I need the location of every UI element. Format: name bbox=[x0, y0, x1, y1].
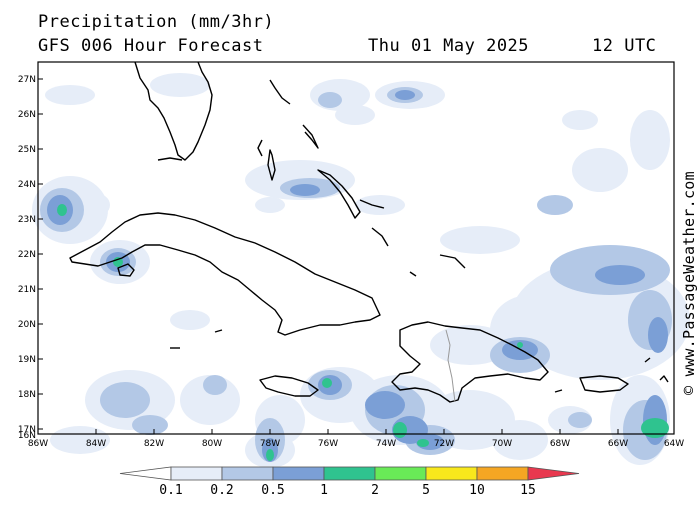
colorbar-labels: 0.1 0.2 0.5 1 2 5 10 15 bbox=[159, 483, 536, 498]
longitude-ticks bbox=[95, 429, 619, 434]
precipitation-colorbar bbox=[119, 466, 580, 481]
lon-label: 78W bbox=[260, 439, 280, 449]
latitude-ticks bbox=[38, 78, 43, 430]
colorbar-swatch bbox=[170, 466, 223, 481]
longitude-labels: 86W 84W 82W 80W 78W 76W 74W 72W 70W 68W … bbox=[28, 439, 684, 449]
latitude-labels: 27N 26N 25N 24N 23N 22N 21N 20N 19N 18N … bbox=[18, 75, 36, 441]
colorbar-swatch bbox=[323, 466, 376, 481]
forecast-model: GFS 006 Hour Forecast bbox=[38, 36, 264, 56]
colorbar-label: 0.2 bbox=[210, 483, 233, 498]
colorbar-label: 0.5 bbox=[261, 483, 284, 498]
colorbar-swatch bbox=[221, 466, 274, 481]
colorbar-label: 10 bbox=[469, 483, 485, 498]
colorbar-label: 1 bbox=[320, 483, 328, 498]
lat-label: 22N bbox=[18, 250, 36, 260]
colorbar-swatch bbox=[272, 466, 325, 481]
lat-label: 26N bbox=[18, 110, 36, 120]
lat-label: 21N bbox=[18, 285, 36, 295]
lat-label: 23N bbox=[18, 215, 36, 225]
colorbar-label: 5 bbox=[422, 483, 430, 498]
forecast-date: Thu 01 May 2025 bbox=[368, 36, 530, 56]
colorbar-label: 2 bbox=[371, 483, 379, 498]
lon-label: 74W bbox=[376, 439, 396, 449]
colorbar-label: 0.1 bbox=[159, 483, 182, 498]
lon-label: 80W bbox=[202, 439, 222, 449]
lon-label: 84W bbox=[86, 439, 106, 449]
colorbar-label: 15 bbox=[520, 483, 536, 498]
lat-label: 27N bbox=[18, 75, 36, 85]
lon-label: 64W bbox=[664, 439, 684, 449]
coastline-layer bbox=[69, 61, 669, 403]
colorbar-swatch bbox=[476, 466, 529, 481]
lon-label: 70W bbox=[492, 439, 512, 449]
lon-label: 72W bbox=[434, 439, 454, 449]
lat-label: 17N bbox=[18, 425, 36, 435]
colorbar-swatch bbox=[119, 466, 172, 481]
lat-label: 20N bbox=[18, 320, 36, 330]
credit-text: © www.PassageWeather.com bbox=[680, 171, 698, 395]
map-frame bbox=[37, 61, 675, 435]
lat-label: 24N bbox=[18, 180, 36, 190]
forecast-time: 12 UTC bbox=[592, 36, 657, 56]
lon-label: 82W bbox=[144, 439, 164, 449]
map-title: Precipitation (mm/3hr) bbox=[38, 12, 275, 32]
lon-label: 76W bbox=[318, 439, 338, 449]
colorbar-swatch bbox=[425, 466, 478, 481]
colorbar-swatch bbox=[374, 466, 427, 481]
lon-label: 66W bbox=[608, 439, 628, 449]
precipitation-layer bbox=[32, 73, 690, 468]
lat-label: 16N bbox=[18, 431, 36, 441]
lat-label: 25N bbox=[18, 145, 36, 155]
lon-label: 68W bbox=[550, 439, 570, 449]
lon-label: 86W bbox=[28, 439, 48, 449]
lat-label: 18N bbox=[18, 390, 36, 400]
colorbar-swatch bbox=[527, 466, 580, 481]
lat-label: 19N bbox=[18, 355, 36, 365]
